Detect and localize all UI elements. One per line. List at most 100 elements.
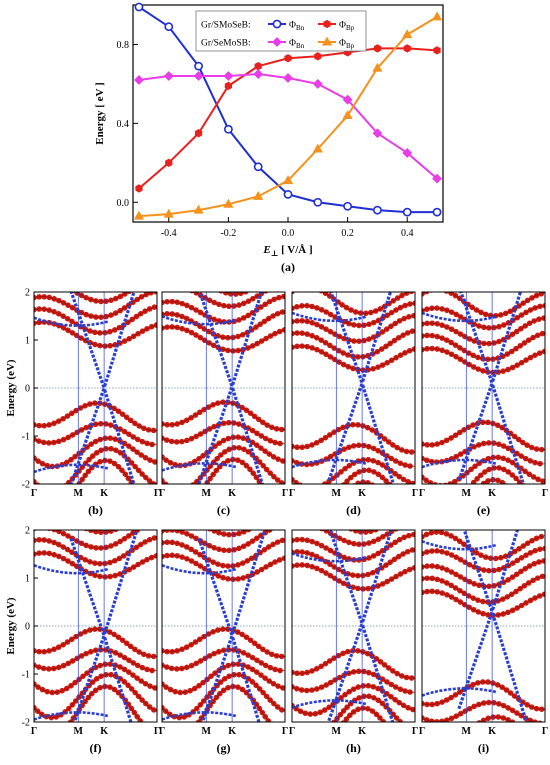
kpath-label: M <box>332 726 342 737</box>
y-tick-label: 0 <box>25 384 30 395</box>
kpath-label: K <box>228 488 236 499</box>
panel-label: (i) <box>478 741 489 755</box>
kpath-label: M <box>74 488 84 499</box>
tmd-band-core <box>422 531 545 559</box>
tmd-band-core <box>162 539 285 567</box>
data-point <box>223 71 234 81</box>
data-point <box>163 71 174 81</box>
panel-label: (c) <box>217 503 230 517</box>
x-tick-label: -0.4 <box>161 228 177 239</box>
graphene-band <box>422 687 497 697</box>
data-point <box>253 162 263 172</box>
series-line <box>134 69 442 184</box>
tmd-band-core <box>343 707 384 722</box>
graphene-band <box>34 463 109 474</box>
graphene-band <box>328 530 393 627</box>
graphene-band <box>422 458 497 469</box>
data-point <box>253 190 264 200</box>
data-point <box>321 36 333 46</box>
tmd-band-core <box>292 303 415 326</box>
kpath-label: K <box>100 488 108 499</box>
x-axis-label: E⊥ [ V/Å ] <box>262 244 312 258</box>
tmd-band-core <box>34 448 155 484</box>
data-point <box>224 81 232 91</box>
graphene-band <box>292 458 367 469</box>
series-line <box>133 11 443 220</box>
legend: Gr/SMoSeB: ΦBn ΦBp Gr/SeMoSB: ΦBn ΦBp <box>195 10 367 52</box>
kpath-label: K <box>488 488 496 499</box>
band-panel-content <box>34 530 157 722</box>
tmd-band-core <box>162 422 285 444</box>
tmd-band-core <box>471 467 522 484</box>
band-panel-content <box>34 263 157 484</box>
data-point <box>282 175 294 185</box>
graphene-band <box>162 315 237 326</box>
tmd-band-core <box>292 315 415 342</box>
tmd-band-core <box>34 537 157 565</box>
panel-frame <box>291 291 416 485</box>
kpath-label: M <box>462 488 472 499</box>
tmd-band-core <box>292 345 415 371</box>
y-tick-label: 0 <box>25 622 30 633</box>
kpath-label: Γ <box>412 488 418 499</box>
tmd-band-core <box>34 292 156 318</box>
panel-label: (a) <box>281 260 295 274</box>
data-point <box>312 79 323 89</box>
legend-group-label: Gr/SeMoSB: <box>201 39 251 49</box>
tmd-band-core <box>422 548 545 571</box>
data-point <box>372 62 383 72</box>
tmd-band-core <box>422 575 545 603</box>
tmd-band-core <box>193 292 265 307</box>
data-point <box>223 198 234 208</box>
tmd-band-core <box>222 292 246 295</box>
tmd-band-core <box>292 459 415 484</box>
data-point <box>254 61 262 71</box>
band-panel-content <box>162 530 285 722</box>
data-point <box>133 210 145 220</box>
graphene-band <box>72 632 133 722</box>
band-panel-content <box>292 292 415 484</box>
tmd-band-core <box>34 628 157 657</box>
tmd-band-core <box>34 423 157 446</box>
graphene-band <box>200 632 261 722</box>
kpath-label: Γ <box>159 726 165 737</box>
tmd-band-core <box>292 685 415 715</box>
tmd-band-core <box>422 317 545 345</box>
tmd-band-core <box>162 311 285 339</box>
x-tick-label: 0.0 <box>282 228 295 239</box>
data-point <box>403 44 411 53</box>
kpath-label: Γ <box>289 726 295 737</box>
graphene-band <box>292 311 367 323</box>
data-point <box>134 2 144 12</box>
panel-label: (b) <box>88 503 103 517</box>
kpath-label: Γ <box>154 726 160 737</box>
tmd-band <box>104 292 109 293</box>
tmd-band <box>217 292 252 297</box>
band-panel-content <box>422 530 545 722</box>
graphene-band <box>422 311 497 323</box>
kpath-label: M <box>332 488 342 499</box>
x-tick-label: -0.2 <box>220 228 236 239</box>
data-point <box>253 69 264 79</box>
graphene-band <box>34 316 109 327</box>
graphene-band <box>162 711 237 721</box>
kpath-label: K <box>228 726 236 737</box>
data-point <box>164 22 174 32</box>
y-tick-label: 0.4 <box>117 119 130 130</box>
tmd-band-core <box>162 649 285 672</box>
tmd-band-core <box>292 671 415 693</box>
tmd-band-core <box>34 263 157 289</box>
tmd-band-core <box>323 530 395 545</box>
data-point <box>313 197 323 207</box>
tmd-band-core <box>292 534 415 561</box>
graphene-band <box>69 530 139 639</box>
y-axis-label: Energy (eV) <box>5 597 17 654</box>
tmd-band-core <box>162 447 285 484</box>
graphene-band <box>422 540 497 551</box>
tmd-band-core <box>422 421 545 450</box>
panel-label: (h) <box>346 741 361 755</box>
tmd-band-core <box>292 564 415 590</box>
y-tick-label: 2 <box>25 288 30 299</box>
kpath-label: Γ <box>159 488 165 499</box>
